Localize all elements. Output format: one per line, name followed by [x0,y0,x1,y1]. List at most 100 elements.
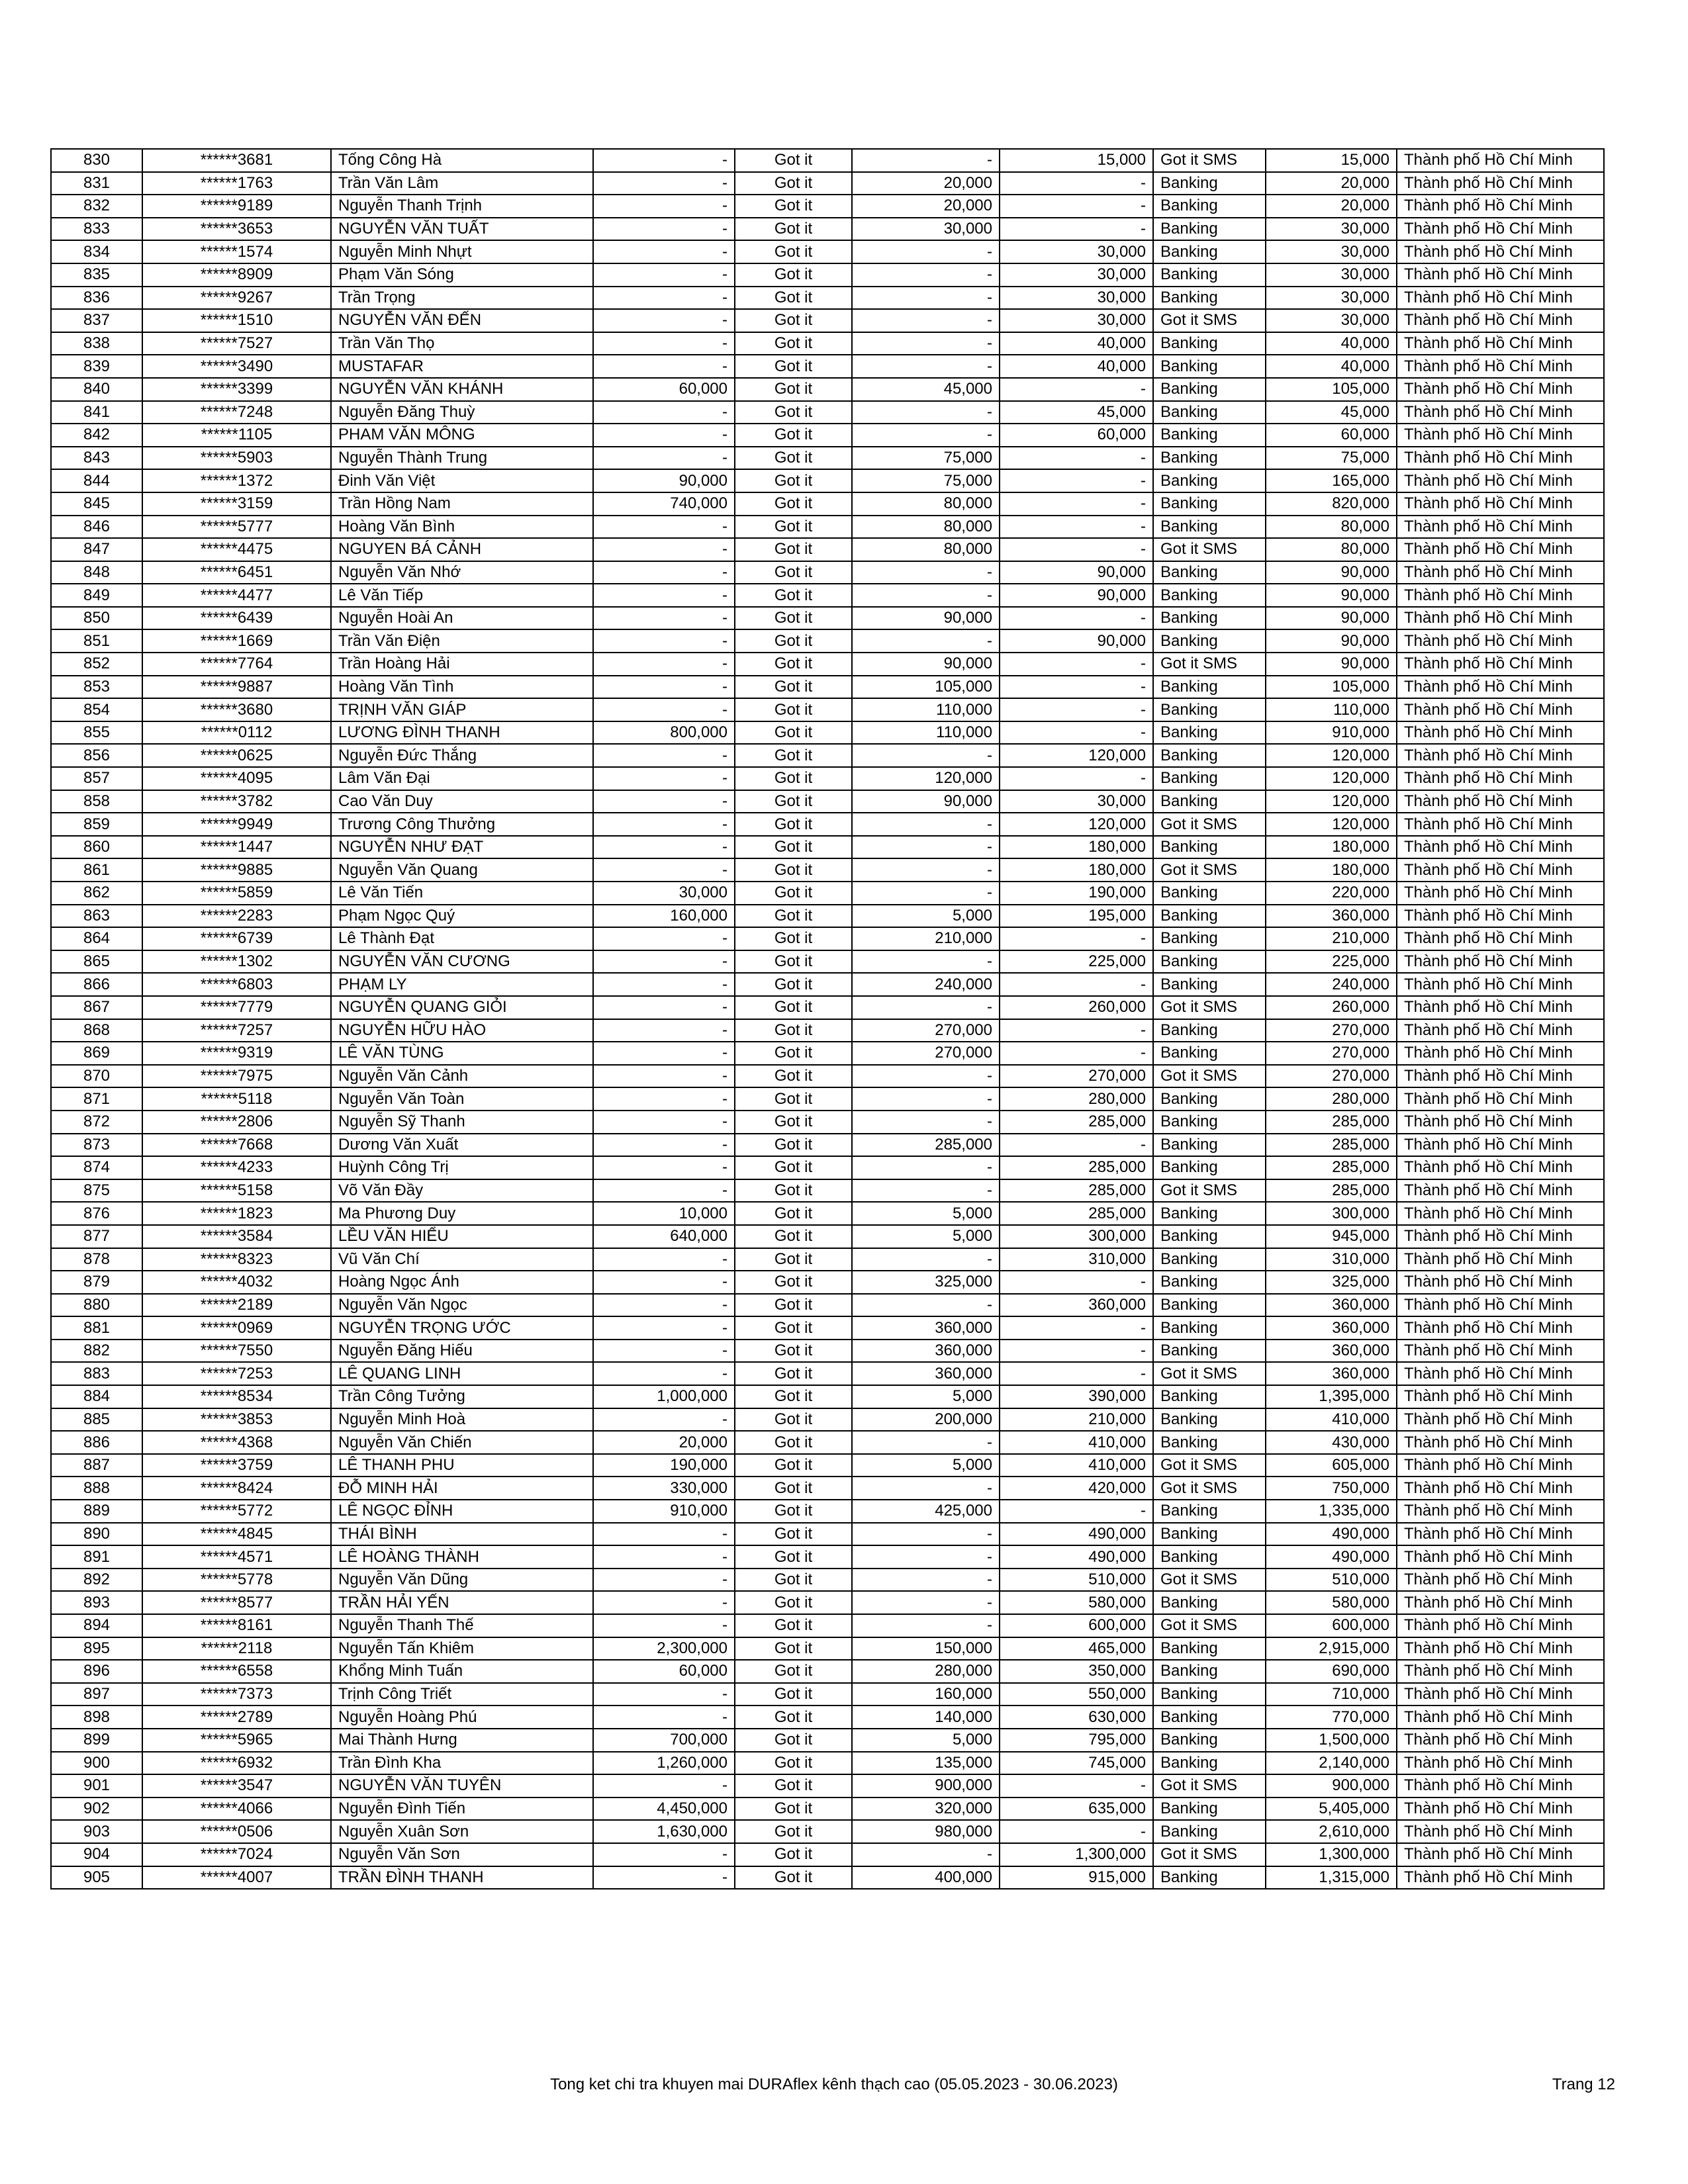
status-1-cell: Got it [734,1522,853,1547]
amount-2-cell: - [851,1430,1000,1455]
amount-3-cell: 795,000 [999,1727,1154,1752]
amount-3-cell: 30,000 [999,285,1154,310]
masked-phone-cell: ******1302 [142,949,332,974]
amount-2-cell: 5,000 [851,903,1000,929]
amount-2-cell: - [851,1247,1000,1272]
masked-phone-cell: ******6739 [142,927,332,951]
customer-name-cell: Nguyễn Tấn Khiêm [330,1636,594,1661]
amount-3-cell: 30,000 [999,789,1154,814]
amount-3-cell: 45,000 [999,400,1154,425]
amount-2-cell: - [851,308,1000,333]
masked-phone-cell: ******0969 [142,1316,332,1340]
masked-phone-cell: ******9267 [142,285,332,310]
masked-phone-cell: ******2189 [142,1293,332,1318]
amount-2-cell: 75,000 [851,445,1000,471]
table-row: 877 ******3584 LỀU VĂN HIỂU 640,000 Got it 5,… [50,1224,1605,1249]
status-1-cell: Got it [734,1316,853,1340]
total-amount-cell: 165,000 [1265,469,1397,493]
city-cell: Thành phố Hồ Chí Minh [1396,674,1605,700]
row-number-cell: 866 [50,972,143,997]
amount-3-cell: 60,000 [999,423,1154,447]
total-amount-cell: 20,000 [1265,171,1397,196]
payment-method-cell: Banking [1152,698,1266,722]
status-1-cell: Got it [734,1385,853,1409]
table-row: 870 ******7975 Nguyễn Văn Cảnh - Got it -270,… [50,1064,1605,1089]
row-number-cell: 891 [50,1545,143,1569]
amount-1-cell: - [592,354,735,379]
table-row: 878 ******8323 Vũ Văn Chí - Got it -310,000 Ba… [50,1247,1605,1272]
amount-2-cell: - [851,835,1000,860]
amount-3-cell: 745,000 [999,1751,1154,1776]
amount-1-cell: - [592,1041,735,1066]
masked-phone-cell: ******1510 [142,308,332,333]
masked-phone-cell: ******1574 [142,240,332,264]
amount-2-cell: 270,000 [851,1041,1000,1066]
masked-phone-cell: ******9189 [142,194,332,218]
customer-name-cell: THÁI BÌNH [330,1522,594,1547]
amount-3-cell: - [999,674,1154,700]
amount-1-cell: - [592,262,735,287]
city-cell: Thành phố Hồ Chí Minh [1396,1705,1605,1729]
payment-method-cell: Banking [1152,400,1266,425]
payment-method-cell: Banking [1152,1407,1266,1432]
amount-2-cell: - [851,1545,1000,1569]
total-amount-cell: 40,000 [1265,354,1397,379]
total-amount-cell: 360,000 [1265,1338,1397,1363]
city-cell: Thành phố Hồ Chí Minh [1396,743,1605,768]
amount-2-cell: 360,000 [851,1338,1000,1363]
masked-phone-cell: ******7527 [142,331,332,356]
payment-method-cell: Banking [1152,354,1266,379]
table-row: 848 ******6451 Nguyễn Văn Nhớ - Got it -90,00… [50,560,1605,585]
masked-phone-cell: ******4477 [142,583,332,608]
payment-method-cell: Banking [1152,491,1266,516]
customer-name-cell: LÊ THANH PHU [330,1453,594,1478]
status-1-cell: Got it [734,1087,853,1111]
payment-method-cell: Banking [1152,1385,1266,1409]
city-cell: Thành phố Hồ Chí Minh [1396,629,1605,654]
city-cell: Thành phố Hồ Chí Minh [1396,445,1605,471]
amount-2-cell: 110,000 [851,698,1000,722]
city-cell: Thành phố Hồ Chí Minh [1396,1407,1605,1432]
payment-method-cell: Banking [1152,1796,1266,1821]
customer-name-cell: Nguyễn Hoàng Phú [330,1705,594,1729]
table-row: 850 ******6439 Nguyễn Hoài An - Got it 90,000… [50,606,1605,631]
row-number-cell: 855 [50,720,143,745]
customer-name-cell: PHAM VĂN MÔNG [330,423,594,447]
payment-method-cell: Banking [1152,766,1266,791]
amount-3-cell: 300,000 [999,1224,1154,1249]
masked-phone-cell: ******5778 [142,1567,332,1592]
customer-name-cell: LÊ HOÀNG THÀNH [330,1545,594,1569]
amount-2-cell: - [851,423,1000,447]
table-row: 864 ******6739 Lê Thành Đạt - Got it 210,000-… [50,927,1605,951]
city-cell: Thành phố Hồ Chí Minh [1396,1385,1605,1409]
customer-name-cell: Cao Văn Duy [330,789,594,814]
row-number-cell: 834 [50,240,143,264]
total-amount-cell: 80,000 [1265,514,1397,539]
total-amount-cell: 410,000 [1265,1407,1397,1432]
table-row: 839 ******3490 MUSTAFAR - Got it -40,000 Banki… [50,354,1605,379]
city-cell: Thành phố Hồ Chí Minh [1396,1522,1605,1547]
amount-2-cell: - [851,629,1000,654]
page-number: Trang 12 [1552,2075,1615,2093]
city-cell: Thành phố Hồ Chí Minh [1396,812,1605,837]
amount-2-cell: 5,000 [851,1385,1000,1409]
total-amount-cell: 910,000 [1265,720,1397,745]
amount-1-cell: - [592,927,735,951]
table-row: 874 ******4233 Huỳnh Công Trị - Got it -285,0… [50,1156,1605,1180]
customer-name-cell: Trần Đình Kha [330,1751,594,1776]
customer-name-cell: NGUYEN BÁ CẢNH [330,537,594,562]
row-number-cell: 892 [50,1567,143,1592]
table-row: 868 ******7257 NGUYỄN HỮU HÀO - Got it 270,00… [50,1018,1605,1043]
customer-name-cell: Trịnh Công Triết [330,1682,594,1707]
amount-2-cell: 90,000 [851,652,1000,676]
city-cell: Thành phố Hồ Chí Minh [1396,903,1605,929]
amount-1-cell: - [592,514,735,539]
table-row: 855 ******0112 LƯƠNG ĐÌNH THANH 800,000 Got … [50,720,1605,745]
amount-3-cell: 635,000 [999,1796,1154,1821]
table-row: 852 ******7764 Trần Hoàng Hải - Got it 90,000… [50,652,1605,676]
status-1-cell: Got it [734,1659,853,1684]
amount-2-cell: 5,000 [851,1201,1000,1226]
city-cell: Thành phố Hồ Chí Minh [1396,285,1605,310]
payment-method-cell: Got it SMS [1152,1453,1266,1478]
amount-3-cell: 350,000 [999,1659,1154,1684]
